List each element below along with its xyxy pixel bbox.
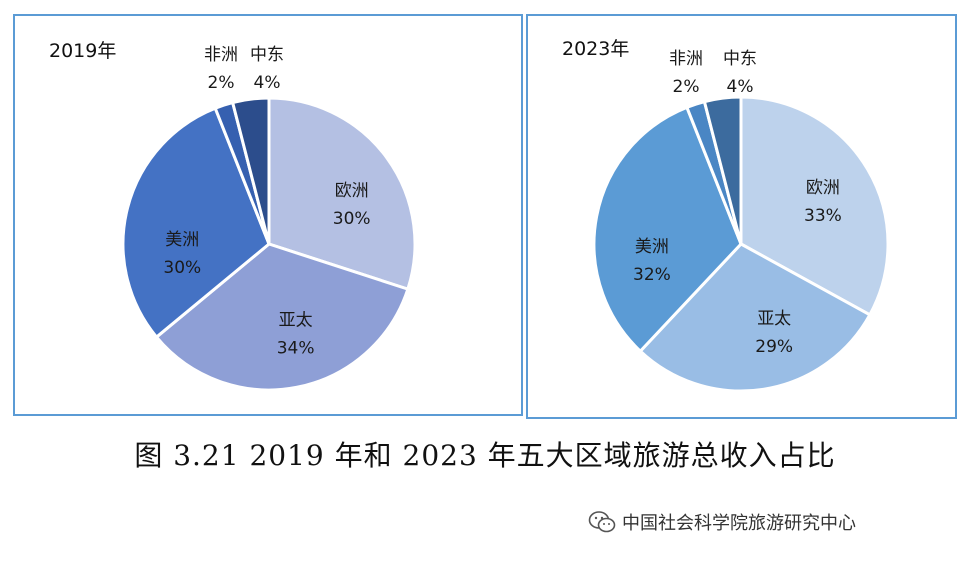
pie-chart-2019: 欧洲 30% 亚太 34% 美洲 30% 非洲 2% 中东 4%: [121, 45, 417, 392]
slice-name-label: 亚太: [757, 309, 791, 329]
slice-value-label: 29%: [755, 337, 793, 357]
slice-value-label: 2%: [208, 73, 235, 93]
slice-name-label: 中东: [250, 45, 284, 65]
slice-name-label: 非洲: [669, 49, 703, 69]
slice-name-label: 中东: [723, 49, 757, 69]
pie-slice-5: [231, 96, 271, 246]
slice-name-label: 美洲: [635, 237, 669, 257]
wechat-icon: [588, 511, 616, 533]
source-credit: 中国社会科学院旅游研究中心: [588, 509, 856, 535]
slice-value-label: 30%: [163, 258, 201, 278]
slice-name-label: 亚太: [279, 311, 313, 331]
slice-name-label: 欧洲: [335, 181, 369, 201]
slice-name-label: 欧洲: [806, 178, 840, 198]
pie-chart-2023: 欧洲 33% 亚太 29% 美洲 32% 非洲 2% 中东 4%: [592, 49, 890, 393]
slice-value-label: 4%: [727, 77, 754, 97]
chart-title: 2019年: [49, 40, 117, 62]
slice-value-label: 30%: [333, 209, 371, 229]
chart-title: 2023年: [562, 38, 630, 60]
slice-name-label: 非洲: [204, 45, 238, 65]
pie-slice-5: [702, 95, 743, 246]
pie-panel-2023: 2023年 欧洲 33% 亚太 29% 美洲 32% 非洲 2% 中东 4%: [526, 14, 957, 419]
pie-slice-1: [739, 95, 890, 317]
pie-slice-3: [592, 105, 743, 353]
slice-value-label: 34%: [277, 339, 315, 359]
source-text: 中国社会科学院旅游研究中心: [622, 513, 856, 534]
slice-name-label: 美洲: [165, 230, 199, 250]
pie-panel-2019: 2019年 欧洲 30% 亚太 34% 美洲 30% 非洲 2% 中东 4%: [13, 14, 523, 416]
slice-value-label: 32%: [633, 265, 671, 285]
slice-value-label: 4%: [254, 73, 281, 93]
pie-slice-2: [638, 242, 872, 393]
slice-value-label: 33%: [804, 206, 842, 226]
pie-slice-2: [155, 242, 410, 392]
slice-value-label: 2%: [673, 77, 700, 97]
figure-caption: 图 3.21 2019 年和 2023 年五大区域旅游总收入占比: [134, 439, 836, 472]
pie-slice-1: [267, 96, 417, 291]
pie-slice-3: [121, 106, 271, 339]
